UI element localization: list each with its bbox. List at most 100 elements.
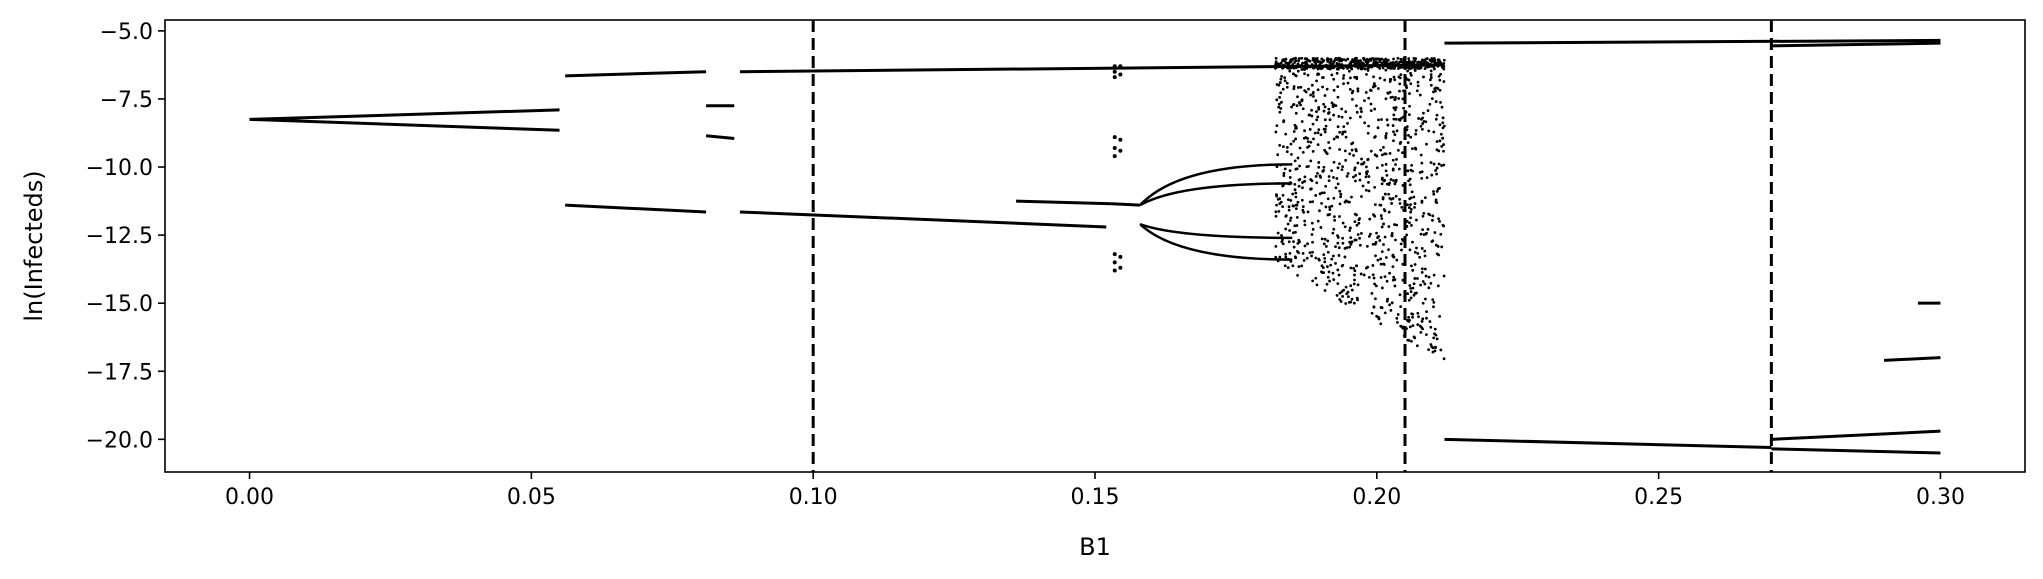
data-point: [1391, 95, 1394, 99]
data-point: [1408, 284, 1412, 287]
data-point: [1302, 210, 1306, 214]
x-tick-label: 0.20: [1352, 485, 1401, 510]
data-point: [1416, 252, 1420, 255]
data-point: [1367, 189, 1371, 193]
data-point: [1338, 202, 1342, 206]
data-point: [1405, 125, 1409, 129]
data-point: [1439, 132, 1443, 136]
data-point: [1278, 110, 1282, 114]
data-point: [1281, 193, 1285, 197]
data-point: [1389, 78, 1393, 81]
data-point: [1423, 58, 1427, 62]
data-point: [1328, 146, 1332, 150]
data-point: [1435, 172, 1438, 176]
data-point: [1305, 60, 1309, 64]
data-point: [1368, 217, 1372, 221]
data-point: [1336, 166, 1340, 170]
data-point: [1380, 163, 1384, 167]
data-point: [1399, 305, 1403, 308]
data-point: [1427, 348, 1431, 352]
data-point: [1434, 100, 1438, 104]
data-point: [1344, 199, 1348, 203]
data-point: [1350, 148, 1354, 152]
data-point: [1436, 87, 1440, 90]
data-point: [1332, 66, 1336, 70]
data-point: [1423, 267, 1427, 271]
data-point: [1397, 167, 1401, 171]
data-point: [1413, 250, 1417, 254]
data-point: [1282, 174, 1286, 177]
data-point: [1348, 226, 1352, 230]
data-point: [1328, 279, 1331, 283]
data-point: [1344, 158, 1348, 162]
data-point: [1411, 268, 1415, 272]
data-point: [1407, 298, 1411, 302]
data-point: [1346, 122, 1349, 125]
data-point: [1345, 292, 1349, 296]
data-point: [1383, 78, 1387, 82]
data-point: [1276, 182, 1280, 185]
data-point: [1440, 144, 1444, 148]
data-point: [1382, 243, 1385, 246]
data-point: [1408, 177, 1412, 181]
data-point: [1281, 205, 1285, 209]
data-point: [1354, 174, 1358, 177]
data-point: [1408, 183, 1412, 187]
data-point: [1300, 264, 1304, 268]
data-point: [1340, 107, 1344, 111]
data-point: [1410, 61, 1413, 65]
data-point: [1353, 166, 1357, 170]
data-point: [1344, 302, 1348, 305]
data-point: [1408, 113, 1411, 117]
data-point: [1300, 56, 1304, 60]
data-point: [1314, 194, 1318, 197]
data-point: [1383, 192, 1387, 196]
data-point: [1435, 140, 1439, 143]
data-point: [1415, 246, 1418, 250]
data-point: [1341, 263, 1345, 267]
data-point: [1323, 105, 1327, 109]
data-point: [1430, 345, 1434, 349]
data-point: [1118, 64, 1123, 69]
data-point: [1434, 61, 1438, 65]
data-point: [1320, 271, 1324, 274]
data-point: [1380, 225, 1384, 229]
data-point: [1371, 264, 1375, 267]
data-point: [1374, 297, 1377, 301]
data-point: [1313, 131, 1317, 135]
data-point: [1348, 116, 1352, 120]
data-point: [1298, 146, 1302, 150]
y-tick-label: −7.5: [100, 88, 153, 113]
data-point: [1385, 174, 1389, 177]
data-point: [1314, 99, 1318, 103]
data-point: [1324, 150, 1328, 154]
data-point: [1388, 90, 1392, 94]
data-point: [1330, 204, 1334, 208]
data-point: [1394, 163, 1397, 166]
data-point: [1420, 58, 1424, 62]
data-point: [1338, 291, 1342, 295]
data-point: [1384, 68, 1388, 72]
data-point: [1327, 270, 1331, 274]
data-point: [1428, 62, 1432, 66]
data-point: [1399, 242, 1403, 246]
data-point: [1288, 176, 1292, 179]
data-point: [1321, 85, 1324, 89]
data-point: [1412, 60, 1416, 64]
data-point: [1315, 57, 1319, 61]
data-point: [1380, 286, 1384, 290]
data-point: [1349, 236, 1353, 240]
data-point: [1408, 206, 1411, 209]
x-axis-ticks: 0.00 0.05 0.10 0.15 0.20 0.25 0.30: [225, 472, 1965, 510]
data-point: [1411, 169, 1414, 173]
data-point: [1407, 315, 1410, 319]
data-point: [1403, 89, 1407, 93]
data-point: [1376, 87, 1380, 90]
data-point: [1326, 197, 1330, 201]
data-point: [1297, 184, 1301, 188]
data-point: [1380, 61, 1384, 65]
data-point: [1287, 208, 1291, 212]
data-point: [1280, 234, 1283, 237]
data-point: [1392, 66, 1396, 70]
data-point: [1317, 128, 1321, 132]
